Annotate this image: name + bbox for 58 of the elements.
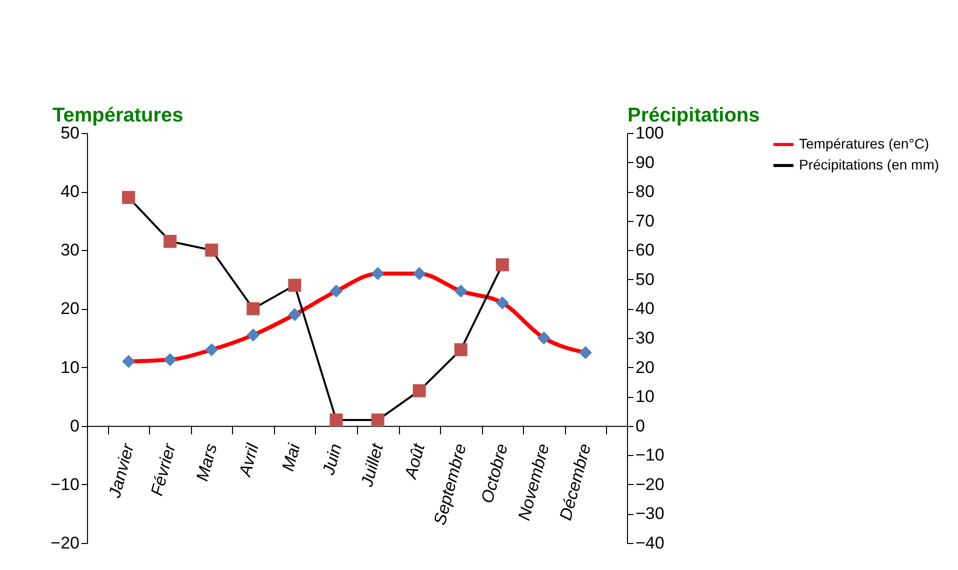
point bbox=[412, 267, 426, 280]
y-tick-label: 50 bbox=[60, 124, 80, 142]
point bbox=[205, 343, 218, 356]
point bbox=[496, 296, 509, 310]
point bbox=[371, 413, 384, 427]
x-tick-label: Mars bbox=[192, 441, 221, 484]
point bbox=[122, 354, 136, 368]
point bbox=[122, 190, 136, 204]
y2-tick-label: −10 bbox=[636, 446, 664, 465]
legend-label: Températures (en°C) bbox=[799, 136, 930, 152]
point bbox=[454, 284, 468, 298]
x-tick-label: Juin bbox=[318, 442, 346, 478]
y2-tick-label: 20 bbox=[636, 358, 654, 377]
y2-tick-label: −30 bbox=[636, 504, 664, 524]
x-tick-label: Avril bbox=[235, 440, 263, 480]
point bbox=[537, 331, 550, 345]
point bbox=[578, 346, 592, 360]
x-tick-label: Juillet bbox=[357, 440, 388, 490]
y2-tick-label: 80 bbox=[636, 182, 654, 202]
y-tick-label: 40 bbox=[60, 182, 80, 202]
y-axis-title: Températures bbox=[52, 104, 184, 126]
point bbox=[371, 267, 384, 280]
y-tick-label: −10 bbox=[50, 474, 80, 494]
point bbox=[288, 278, 302, 292]
point bbox=[205, 244, 218, 257]
y2-tick-label: 70 bbox=[636, 211, 654, 230]
y2-axis-title: Précipitations bbox=[628, 104, 760, 126]
point bbox=[288, 308, 302, 322]
point bbox=[412, 384, 426, 398]
y2-tick-label: −20 bbox=[636, 474, 664, 494]
y-tick-label: 30 bbox=[60, 240, 80, 260]
point bbox=[246, 328, 260, 342]
y-tick-label: 10 bbox=[60, 358, 80, 377]
point bbox=[454, 343, 468, 356]
y2-tick-label: 90 bbox=[636, 152, 654, 172]
y2-tick-label: 40 bbox=[636, 299, 654, 318]
y-tick-label: 0 bbox=[70, 416, 80, 436]
y2-tick-label: −40 bbox=[636, 534, 664, 552]
x-tick-label: Août bbox=[400, 440, 429, 482]
x-tick-label: Mai bbox=[278, 440, 304, 474]
y-tick-label: −20 bbox=[50, 534, 80, 552]
point bbox=[164, 234, 177, 248]
y2-tick-label: 100 bbox=[636, 124, 664, 142]
point bbox=[330, 413, 343, 427]
point bbox=[496, 258, 509, 272]
y2-tick-label: 10 bbox=[636, 387, 654, 406]
y2-tick-label: 60 bbox=[636, 240, 654, 260]
x-tick-label: Février bbox=[147, 440, 180, 498]
y2-tick-label: 50 bbox=[636, 270, 654, 289]
legend-label: Précipitations (en mm) bbox=[799, 156, 940, 172]
y2-tick-label: 30 bbox=[636, 328, 654, 348]
y2-tick-label: 0 bbox=[636, 416, 645, 436]
point bbox=[330, 284, 343, 298]
y-tick-label: 20 bbox=[60, 299, 80, 318]
x-tick-label: Janvier bbox=[104, 440, 138, 501]
point bbox=[164, 353, 177, 366]
point bbox=[246, 302, 260, 316]
x-tick-label: Octobre bbox=[478, 442, 512, 506]
